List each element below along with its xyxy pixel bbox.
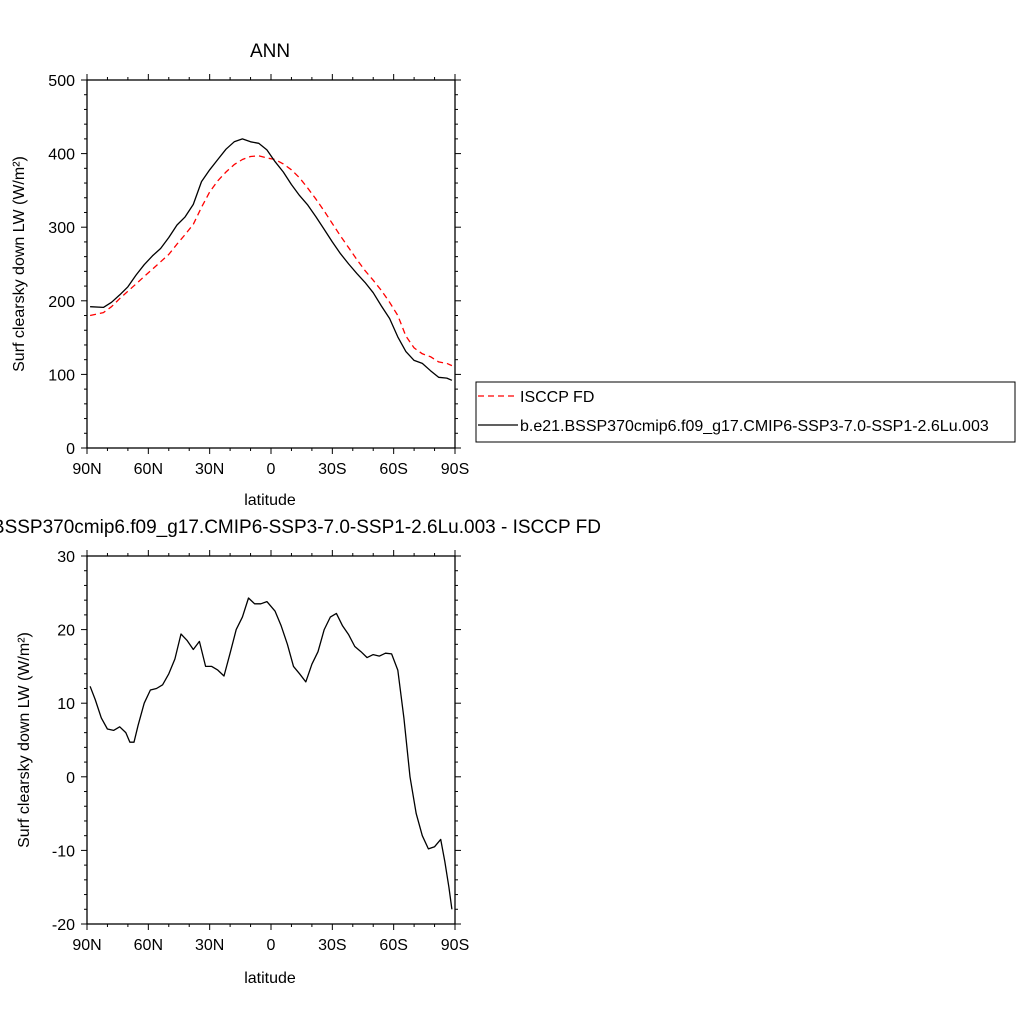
x-tick-label-top: 30S xyxy=(318,461,346,478)
y-tick-label-top: 0 xyxy=(66,441,75,458)
plot-top: 90N 60N 30N 0 30S 60S 90S 0 100 200 300 400 500 xyxy=(48,73,469,478)
y-tick-label-bottom: -10 xyxy=(52,843,75,860)
y-tick-label-bottom: 0 xyxy=(66,770,75,787)
chart-title-top: ANN xyxy=(250,41,290,62)
x-tick-label-bottom: 60N xyxy=(134,937,163,954)
x-axis-label-bottom: latitude xyxy=(244,970,296,987)
y-axis-label-bottom: Surf clearsky down LW (W/m²) xyxy=(16,632,33,848)
x-tick-label-bottom: 30N xyxy=(195,937,224,954)
x-tick-label-top: 30N xyxy=(195,461,224,478)
series-line-bottom-0 xyxy=(89,597,453,910)
series-line-top-0 xyxy=(89,155,453,367)
y-tick-label-top: 300 xyxy=(48,220,75,237)
tick-group-top: 90N 60N 30N 0 30S 60S 90S 0 100 200 300 400 500 xyxy=(48,73,469,478)
series-line-top-1 xyxy=(90,138,453,381)
x-tick-label-bottom: 90N xyxy=(72,937,101,954)
x-tick-label-top: 60N xyxy=(134,461,163,478)
plot-frame-top xyxy=(86,79,456,449)
plot-bottom: 90N 60N 30N 0 30S 60S 90S -20 -10 0 10 20 30 xyxy=(52,549,469,954)
legend-label-isccp: ISCCP FD xyxy=(520,389,594,406)
x-tick-label-top: 60S xyxy=(379,461,407,478)
x-tick-label-bottom: 0 xyxy=(267,937,276,954)
y-tick-label-bottom: 10 xyxy=(57,696,75,713)
y-tick-label-bottom: 20 xyxy=(57,623,75,640)
y-tick-label-top: 200 xyxy=(48,294,75,311)
x-tick-label-top: 90S xyxy=(441,461,469,478)
x-tick-label-bottom: 90S xyxy=(441,937,469,954)
chart-title-bottom: b.e21.BSSP370cmip6.f09_g17.CMIP6-SSP3-7.… xyxy=(0,517,601,538)
legend-label-model: b.e21.BSSP370cmip6.f09_g17.CMIP6-SSP3-7.… xyxy=(520,418,989,435)
y-tick-label-bottom: 30 xyxy=(57,549,75,566)
legend-box xyxy=(475,381,1016,443)
y-tick-label-top: 500 xyxy=(48,73,75,90)
legend: ISCCP FD b.e21.BSSP370cmip6.f09_g17.CMIP… xyxy=(475,381,1016,443)
x-tick-label-bottom: 60S xyxy=(379,937,407,954)
y-tick-label-top: 400 xyxy=(48,147,75,164)
y-axis-label-top: Surf clearsky down LW (W/m²) xyxy=(11,156,28,372)
series-group-bottom xyxy=(89,597,453,910)
tick-group-bottom: 90N 60N 30N 0 30S 60S 90S -20 -10 0 10 20 30 xyxy=(52,549,469,954)
x-axis-label-top: latitude xyxy=(244,492,296,509)
series-group-top xyxy=(89,138,453,381)
x-tick-label-top: 90N xyxy=(72,461,101,478)
y-tick-label-bottom: -20 xyxy=(52,917,75,934)
x-tick-label-top: 0 xyxy=(267,461,276,478)
x-tick-label-bottom: 30S xyxy=(318,937,346,954)
y-tick-label-top: 100 xyxy=(48,367,75,384)
plot-frame-bottom xyxy=(86,555,456,925)
